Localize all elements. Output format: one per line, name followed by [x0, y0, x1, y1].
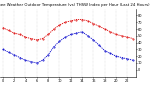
Text: Milwaukee Weather Outdoor Temperature (vs) THSW Index per Hour (Last 24 Hours): Milwaukee Weather Outdoor Temperature (v… [0, 3, 149, 7]
